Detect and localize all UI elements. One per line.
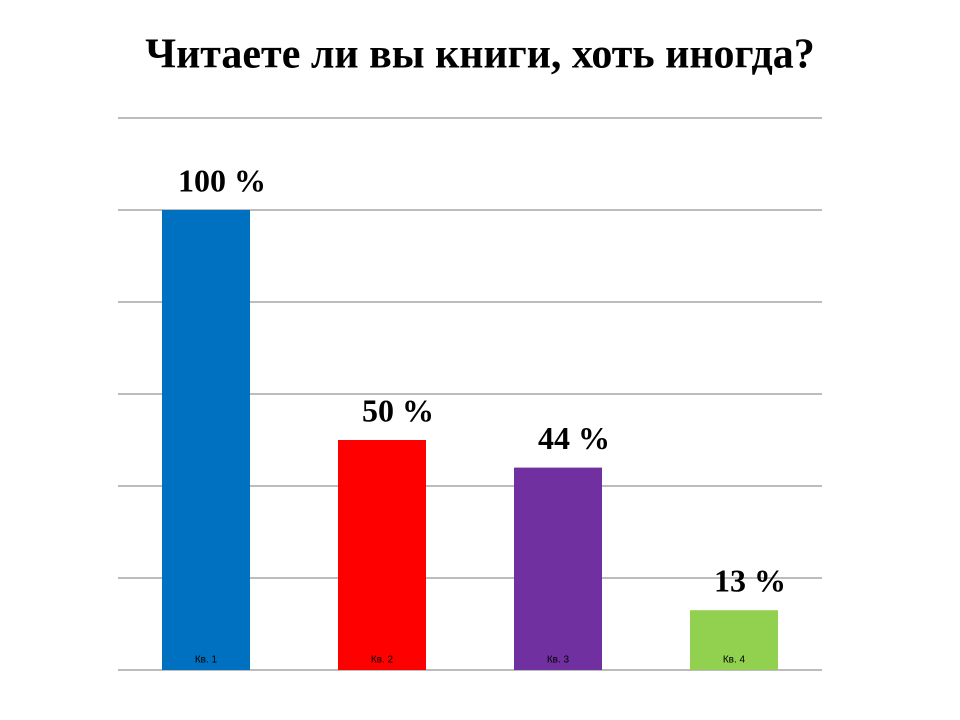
bar [690,610,778,670]
x-tick-label: Кв. 1 [195,655,218,666]
x-tick-label: Кв. 2 [371,655,394,666]
value-label: 100 % [178,162,266,198]
value-label: 44 % [538,420,610,456]
value-label: 13 % [714,563,786,599]
value-label: 50 % [362,392,434,428]
x-tick-label: Кв. 4 [723,655,746,666]
chart-title: Читаете ли вы книги, хоть иногда? [145,32,815,78]
bar [162,210,250,670]
x-tick-label: Кв. 3 [547,655,570,666]
bar [514,467,602,670]
bar [338,440,426,670]
